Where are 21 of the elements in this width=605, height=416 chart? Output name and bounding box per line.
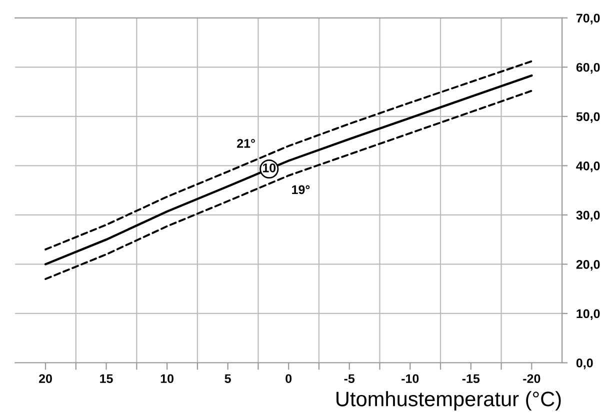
series-label: 10 [262,163,276,172]
y-tick-label: 40,0 [576,161,600,172]
x-tick-label: 5 [224,374,231,384]
y-tick-label: 70,0 [576,14,600,24]
x-tick-label: -10 [402,374,419,384]
x-tick-label: 10 [160,374,174,384]
x-tick-label: 15 [100,374,113,384]
x-tick-label: 20 [38,374,52,384]
series-label: 19° [292,185,310,194]
x-tick-label: -5 [344,374,355,384]
y-tick-label: 10,0 [576,309,600,320]
y-tick-label: 30,0 [576,210,600,222]
x-tick-label: -20 [523,374,540,384]
x-tick-label: 0 [286,374,292,384]
y-tick-label: 60,0 [576,62,600,74]
y-tick-label: 50,0 [576,112,600,123]
x-axis-title: Utomhustemperatur (°C) [336,391,561,410]
y-tick-label: 20,0 [576,260,600,271]
x-tick-label: -15 [462,374,480,384]
series-label: 21° [237,138,255,148]
y-tick-label: 0,0 [576,358,593,370]
